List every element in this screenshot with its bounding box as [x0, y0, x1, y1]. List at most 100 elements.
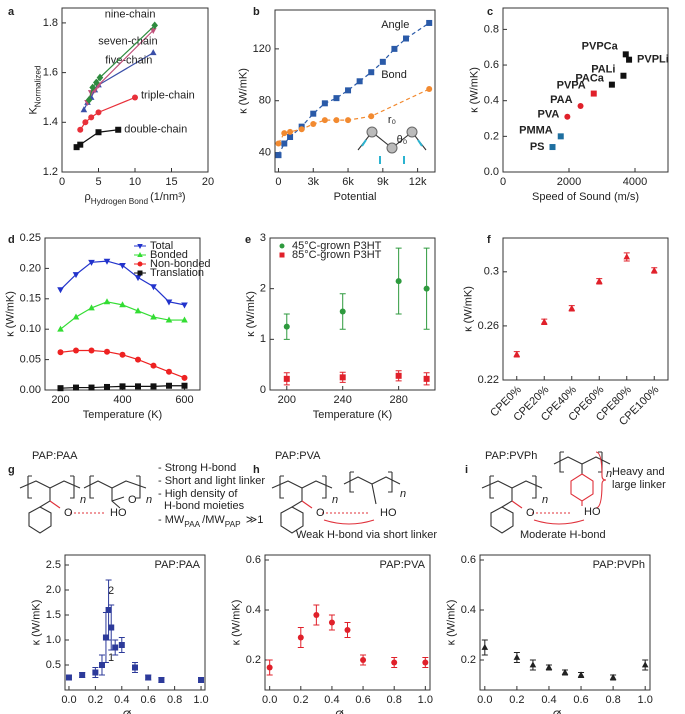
structure-g	[19, 475, 147, 534]
marker	[198, 677, 205, 683]
y-tick-label: 120	[253, 43, 271, 55]
series-label: PVPCa	[582, 40, 619, 52]
y-axis-label: κ (W/mK)	[462, 286, 474, 332]
marker	[321, 100, 328, 107]
marker	[281, 140, 288, 147]
marker	[88, 114, 95, 121]
panel-letter: a	[8, 6, 15, 18]
plot-frame	[264, 554, 431, 691]
diagram-note-part: ≫1	[243, 514, 264, 526]
marker	[333, 95, 340, 102]
marker	[577, 103, 584, 110]
legend-marker	[137, 244, 143, 249]
y-tick-label: 0.10	[20, 323, 41, 335]
series-label: PAA	[550, 94, 572, 106]
marker	[80, 106, 88, 113]
marker	[595, 277, 603, 284]
x-axis-label-part: ρ	[84, 191, 90, 203]
bead	[366, 126, 378, 138]
series-label: double-chain	[124, 124, 187, 136]
marker	[275, 152, 282, 159]
marker	[119, 262, 126, 269]
marker	[287, 128, 294, 135]
y-tick-label: 0.2	[461, 654, 476, 666]
marker	[481, 643, 489, 650]
marker	[105, 607, 112, 613]
marker	[88, 259, 95, 266]
x-axis-label: Temperature (K)	[83, 409, 162, 421]
marker	[620, 72, 627, 79]
annotation: θ₀	[397, 134, 408, 146]
y-axis-label: κ (W/mK)	[446, 600, 458, 646]
marker	[297, 634, 304, 641]
marker	[328, 619, 335, 626]
atom-label: HO	[380, 507, 397, 519]
marker	[423, 285, 430, 292]
marker	[298, 126, 305, 133]
y-tick-label: 1.4	[43, 116, 58, 128]
series-label: Bond	[381, 69, 407, 81]
marker	[281, 130, 288, 137]
marker	[103, 298, 111, 305]
marker	[561, 668, 569, 675]
atom-label: n	[80, 494, 86, 506]
plot-frame	[502, 237, 669, 381]
diagram-title: PAP:PVPh	[485, 450, 537, 462]
marker	[321, 117, 328, 124]
y-tick-label: 0.6	[246, 554, 261, 566]
marker	[391, 45, 398, 52]
marker	[557, 133, 564, 140]
marker	[77, 141, 84, 148]
atom-label: O	[64, 507, 73, 519]
y-tick-label: 0.0	[484, 166, 499, 178]
y-tick-label: 0.05	[20, 354, 41, 366]
chart-title: PAP:PVPh	[593, 559, 645, 571]
y-tick-label: 2.0	[46, 584, 61, 596]
marker	[549, 144, 556, 151]
marker	[623, 253, 631, 260]
x-tick-label: 0.2	[88, 694, 103, 706]
marker	[103, 258, 111, 265]
diagram-note: - Short and light linker	[158, 475, 265, 487]
series-label: nine-chain	[105, 8, 156, 20]
marker	[79, 672, 86, 678]
series-label: PMMA	[519, 124, 553, 136]
legend-marker	[279, 252, 285, 258]
y-tick-label: 2	[260, 283, 266, 295]
marker	[151, 21, 159, 30]
marker	[82, 119, 89, 126]
marker	[95, 109, 102, 116]
y-tick-label: 0.15	[20, 293, 41, 305]
marker	[118, 642, 125, 648]
marker	[513, 653, 521, 660]
plot-frame	[274, 9, 436, 173]
atom-label: O	[526, 507, 535, 519]
marker	[275, 140, 282, 147]
marker	[426, 86, 433, 93]
y-tick-label: 0.2	[246, 654, 261, 666]
y-tick-label: 0.3	[484, 266, 499, 278]
marker	[181, 316, 188, 323]
marker	[181, 382, 188, 389]
marker	[134, 307, 142, 314]
marker	[132, 664, 138, 671]
marker	[650, 266, 658, 273]
x-tick-label: 0.0	[477, 694, 492, 706]
y-tick-label: 0.8	[484, 23, 499, 35]
x-tick-label: 0	[275, 176, 281, 188]
diagram-note: Weak H-bond via short linker	[296, 529, 437, 541]
marker	[57, 325, 64, 332]
y-tick-label: 2.5	[46, 559, 61, 571]
y-tick-label: 0.5	[46, 659, 61, 671]
x-axis-label-part: Ø	[335, 709, 344, 714]
marker	[339, 374, 346, 381]
arrows	[361, 139, 423, 164]
marker	[150, 284, 157, 291]
y-tick-label: 0.4	[246, 604, 261, 616]
y-tick-label: 0.6	[461, 554, 476, 566]
marker	[283, 323, 290, 330]
marker	[590, 90, 597, 97]
structure-h	[271, 471, 401, 534]
marker	[181, 302, 188, 309]
